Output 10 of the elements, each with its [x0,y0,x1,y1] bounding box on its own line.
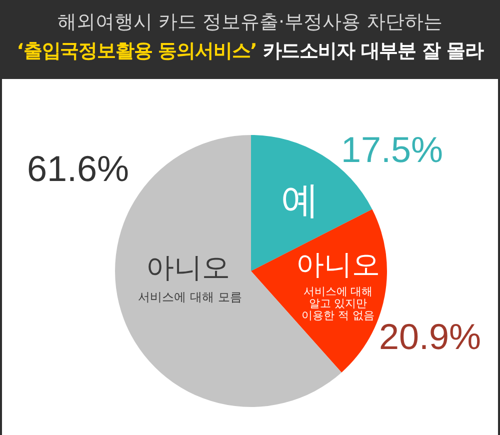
data-label: 17.5% [340,129,444,170]
text: 서비스에 대해 모름 [138,290,242,304]
data-label: 61.6% [26,148,130,189]
chart-title: 해외여행시 카드 정보유출·부정사용 차단하는 [57,11,443,33]
chart-subtitle: ‘출입국정보활용 동의서비스’ 카드소비자 대부분 잘 몰라 [16,40,484,62]
text: 서비스에 대해 알고 있지만 이용한 적 없음 [302,284,374,322]
slice-label: 아니오 [146,251,230,284]
slice-label: 아니오 [296,248,380,281]
data-label: 20.9% [378,316,482,357]
slice-label: 예 [281,178,319,222]
